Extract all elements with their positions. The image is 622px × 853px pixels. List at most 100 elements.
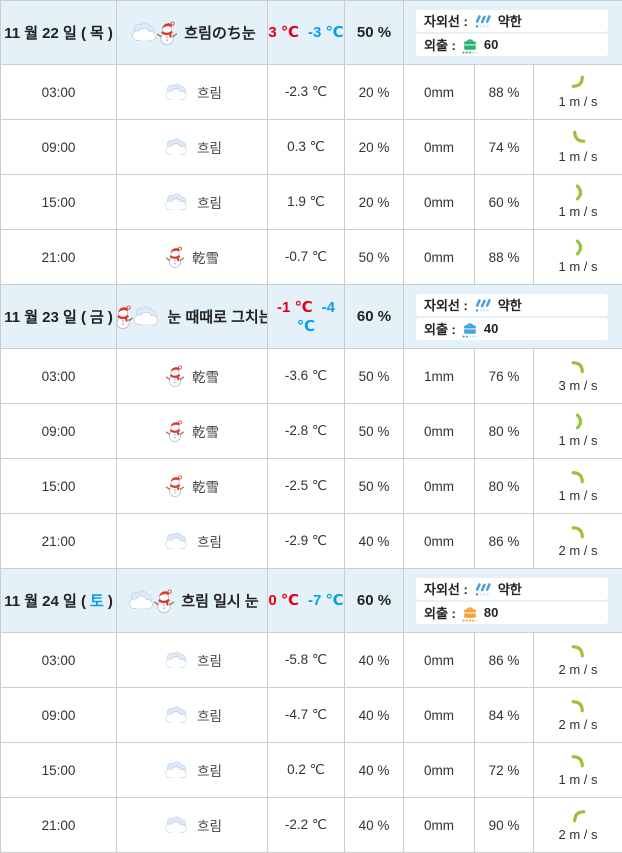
- wind-speed: 2 m / s: [534, 828, 622, 843]
- wind-speed: 3 m / s: [534, 379, 622, 394]
- temperature-cell: -2.8 ℃: [268, 404, 345, 459]
- uv-info-box: 자외선 : 약한: [416, 294, 608, 316]
- time-cell: 15:00: [1, 175, 117, 230]
- wind-direction-icon: [570, 807, 587, 824]
- weather-desc: 흐림: [197, 192, 222, 212]
- humidity-cell: 86 %: [475, 514, 534, 569]
- hour-row: 03:00 흐림 -2.3 ℃ 20 % 0mm 88 % 1 m / s: [1, 65, 622, 120]
- weather-cell: 흐림: [117, 743, 268, 798]
- uv-label: 자외선 :: [424, 579, 468, 598]
- rainfall-cell: 0mm: [404, 404, 475, 459]
- cloud-icon: [162, 761, 190, 780]
- precip-probability-cell: 50 %: [345, 230, 404, 285]
- snowman-icon: [153, 588, 175, 614]
- humidity-cell: 84 %: [475, 688, 534, 743]
- day-precip-probability: 50 %: [345, 1, 404, 65]
- precip-probability-cell: 50 %: [345, 349, 404, 404]
- outing-info-box: 외출 : 80: [416, 602, 608, 624]
- weather-desc: 흐림: [197, 531, 222, 551]
- weather-icon: [162, 83, 190, 102]
- humidity-cell: 86 %: [475, 633, 534, 688]
- snowman-cloud-icon: [117, 304, 162, 330]
- weather-desc: 흐림: [197, 137, 222, 157]
- snowman-icon: [165, 419, 185, 443]
- weather-icon: [165, 364, 185, 388]
- weather-desc: 흐림: [197, 815, 222, 835]
- wind-cell: 1 m / s: [534, 404, 622, 459]
- wind-cell: 1 m / s: [534, 65, 622, 120]
- humidity-cell: 80 %: [475, 404, 534, 459]
- temperature-cell: -2.2 ℃: [268, 798, 345, 853]
- uv-rain-icon: [473, 297, 493, 313]
- wind-direction-icon: [570, 468, 587, 485]
- wind-speed: 1 m / s: [534, 434, 622, 449]
- wind-cell: 1 m / s: [534, 175, 622, 230]
- humidity-cell: 74 %: [475, 120, 534, 175]
- time-cell: 09:00: [1, 688, 117, 743]
- wind-direction-icon: [570, 358, 587, 375]
- snowman-icon: [156, 20, 178, 46]
- rainfall-cell: 0mm: [404, 688, 475, 743]
- high-temp: -1 ℃: [277, 299, 313, 316]
- hour-row: 09:00 乾雪 -2.8 ℃ 50 % 0mm 80 % 1 m / s: [1, 404, 622, 459]
- temperature-cell: 1.9 ℃: [268, 175, 345, 230]
- weather-icon: [162, 761, 190, 780]
- weather-cell: 흐림: [117, 688, 268, 743]
- date-cell: 11 월 22 일 (목): [1, 1, 117, 65]
- precip-probability-cell: 50 %: [345, 459, 404, 514]
- hour-row: 15:00 乾雪 -2.5 ℃ 50 % 0mm 80 % 1 m / s: [1, 459, 622, 514]
- weather-icon: [165, 474, 185, 498]
- time-cell: 21:00: [1, 514, 117, 569]
- weather-icon: [165, 419, 185, 443]
- wind-cell: 2 m / s: [534, 798, 622, 853]
- wind-speed: 1 m / s: [534, 489, 622, 504]
- time-cell: 15:00: [1, 459, 117, 514]
- weather-cell: 乾雪: [117, 459, 268, 514]
- rainfall-cell: 0mm: [404, 514, 475, 569]
- time-cell: 21:00: [1, 230, 117, 285]
- outing-label: 외출 :: [424, 603, 456, 622]
- weather-desc: 乾雪: [192, 247, 219, 267]
- precip-probability-cell: 20 %: [345, 175, 404, 230]
- cloud-icon: [162, 138, 190, 157]
- time-cell: 03:00: [1, 349, 117, 404]
- wind-cell: 1 m / s: [534, 230, 622, 285]
- time-cell: 21:00: [1, 798, 117, 853]
- precip-probability-cell: 50 %: [345, 404, 404, 459]
- precip-probability-cell: 40 %: [345, 798, 404, 853]
- wind-direction-icon: [570, 697, 587, 714]
- weather-cell: 흐림: [117, 514, 268, 569]
- day-weather-cell: 흐림 일시 눈: [117, 569, 268, 633]
- temperature-cell: -2.5 ℃: [268, 459, 345, 514]
- wind-direction-icon: [570, 129, 587, 146]
- wind-cell: 1 m / s: [534, 743, 622, 798]
- weather-desc: 乾雪: [192, 366, 219, 386]
- day-precip-probability: 60 %: [345, 285, 404, 349]
- cloud-icon: [162, 706, 190, 725]
- uv-outing-cell: 자외선 : 약한 외출 : 60: [404, 1, 622, 65]
- precip-probability-cell: 40 %: [345, 743, 404, 798]
- outing-bag-icon: [461, 604, 479, 622]
- uv-rain-icon: [473, 581, 493, 597]
- date-close-paren: ): [108, 309, 113, 326]
- wind-speed: 1 m / s: [534, 773, 622, 788]
- cloud-icon: [130, 306, 162, 327]
- time-cell: 03:00: [1, 633, 117, 688]
- date-cell: 11 월 24 일 (토): [1, 569, 117, 633]
- weather-desc: 흐림: [197, 82, 222, 102]
- day-weather-cell: 흐림のち눈: [117, 1, 268, 65]
- temperature-cell: 0.2 ℃: [268, 743, 345, 798]
- wind-direction-icon: [570, 642, 587, 659]
- rainfall-cell: 0mm: [404, 175, 475, 230]
- outing-label: 외출 :: [424, 319, 456, 338]
- snowman-icon: [165, 364, 185, 388]
- temperature-cell: -0.7 ℃: [268, 230, 345, 285]
- weather-icon: [162, 193, 190, 212]
- high-temp: 3 ℃: [268, 24, 299, 41]
- cloud-icon: [162, 83, 190, 102]
- humidity-cell: 80 %: [475, 459, 534, 514]
- weather-cell: 흐림: [117, 798, 268, 853]
- precip-probability-cell: 20 %: [345, 65, 404, 120]
- time-cell: 15:00: [1, 743, 117, 798]
- hour-row: 21:00 흐림 -2.2 ℃ 40 % 0mm 90 % 2 m / s: [1, 798, 622, 853]
